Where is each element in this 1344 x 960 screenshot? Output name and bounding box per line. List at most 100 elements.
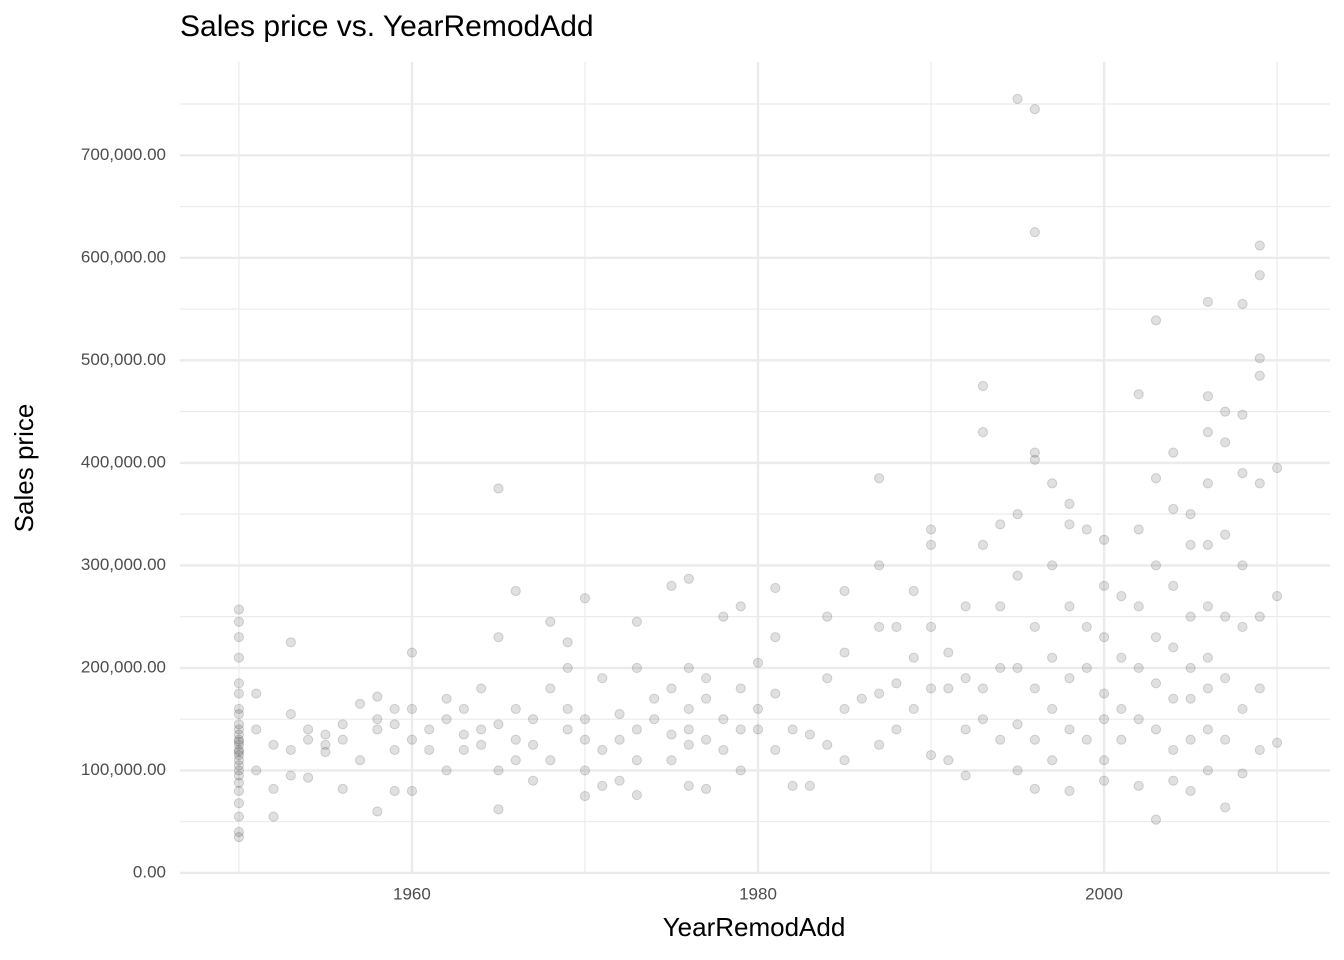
- point: [303, 734, 314, 745]
- point: [1064, 519, 1075, 530]
- point: [1081, 524, 1092, 535]
- point: [631, 662, 642, 674]
- point: [1064, 785, 1075, 797]
- point: [233, 734, 245, 745]
- point: [1220, 406, 1231, 417]
- point: [1098, 688, 1110, 699]
- point: [372, 691, 383, 702]
- y-tick-label: 600,000.00: [81, 247, 166, 266]
- point: [1220, 734, 1231, 745]
- point: [614, 734, 625, 745]
- y-tick-label: 300,000.00: [81, 555, 166, 574]
- point: [597, 744, 608, 756]
- point: [285, 744, 296, 756]
- point: [718, 714, 729, 725]
- point: [233, 703, 245, 715]
- point: [874, 739, 885, 750]
- point: [770, 688, 781, 699]
- point: [1133, 389, 1144, 400]
- point: [666, 683, 677, 694]
- point: [1133, 524, 1144, 535]
- point: [527, 775, 539, 786]
- point: [233, 777, 245, 788]
- point: [1029, 454, 1040, 465]
- point: [960, 724, 971, 735]
- point: [1150, 315, 1162, 326]
- point: [977, 683, 989, 694]
- point: [562, 637, 573, 648]
- x-tick-label: 2000: [1085, 884, 1123, 903]
- point: [752, 724, 764, 735]
- point: [1029, 104, 1040, 115]
- point: [1254, 370, 1265, 381]
- point: [960, 673, 971, 684]
- point: [891, 724, 902, 735]
- point: [233, 729, 245, 740]
- point: [1237, 298, 1248, 310]
- point: [1150, 632, 1162, 643]
- point: [1029, 783, 1040, 795]
- point: [320, 746, 331, 758]
- point: [510, 703, 521, 715]
- point: [1064, 724, 1075, 735]
- point: [1168, 580, 1179, 592]
- point: [545, 755, 556, 766]
- point: [1254, 744, 1265, 756]
- point: [1098, 632, 1110, 643]
- point: [545, 683, 556, 694]
- point: [597, 780, 608, 791]
- point: [1150, 724, 1162, 735]
- point: [891, 678, 902, 689]
- point: [424, 744, 435, 756]
- point: [320, 739, 331, 750]
- point: [631, 755, 642, 766]
- point: [1168, 447, 1179, 458]
- point: [389, 744, 400, 756]
- point: [856, 693, 867, 704]
- point: [562, 703, 573, 715]
- point: [1202, 539, 1213, 550]
- point: [1116, 591, 1127, 602]
- point: [1098, 714, 1110, 725]
- point: [1029, 683, 1040, 694]
- point: [666, 580, 677, 592]
- point: [1168, 744, 1179, 756]
- point: [925, 524, 937, 535]
- point: [1185, 539, 1196, 550]
- point: [874, 473, 885, 484]
- point: [233, 749, 245, 761]
- point: [1185, 734, 1196, 745]
- point: [233, 616, 245, 627]
- point: [874, 621, 885, 633]
- point: [424, 724, 435, 735]
- point: [562, 662, 573, 674]
- point: [562, 724, 573, 735]
- point: [406, 785, 418, 797]
- point: [337, 734, 348, 745]
- point: [1168, 503, 1179, 515]
- point: [476, 683, 487, 694]
- point: [752, 657, 764, 668]
- point: [441, 693, 452, 704]
- point: [1012, 662, 1023, 674]
- point: [1202, 478, 1213, 489]
- point: [1168, 642, 1179, 653]
- point: [1150, 560, 1162, 571]
- point: [441, 765, 452, 776]
- point: [839, 585, 850, 597]
- point: [925, 749, 937, 761]
- point: [579, 765, 591, 776]
- point: [925, 683, 937, 694]
- point: [995, 601, 1006, 612]
- point: [1150, 814, 1162, 825]
- point: [718, 611, 729, 622]
- y-tick-label: 0.00: [133, 862, 166, 881]
- point: [337, 783, 348, 795]
- point: [233, 688, 245, 699]
- point: [943, 683, 954, 694]
- point: [1047, 560, 1058, 571]
- point: [683, 662, 694, 674]
- point: [1271, 737, 1283, 748]
- point: [1012, 509, 1023, 520]
